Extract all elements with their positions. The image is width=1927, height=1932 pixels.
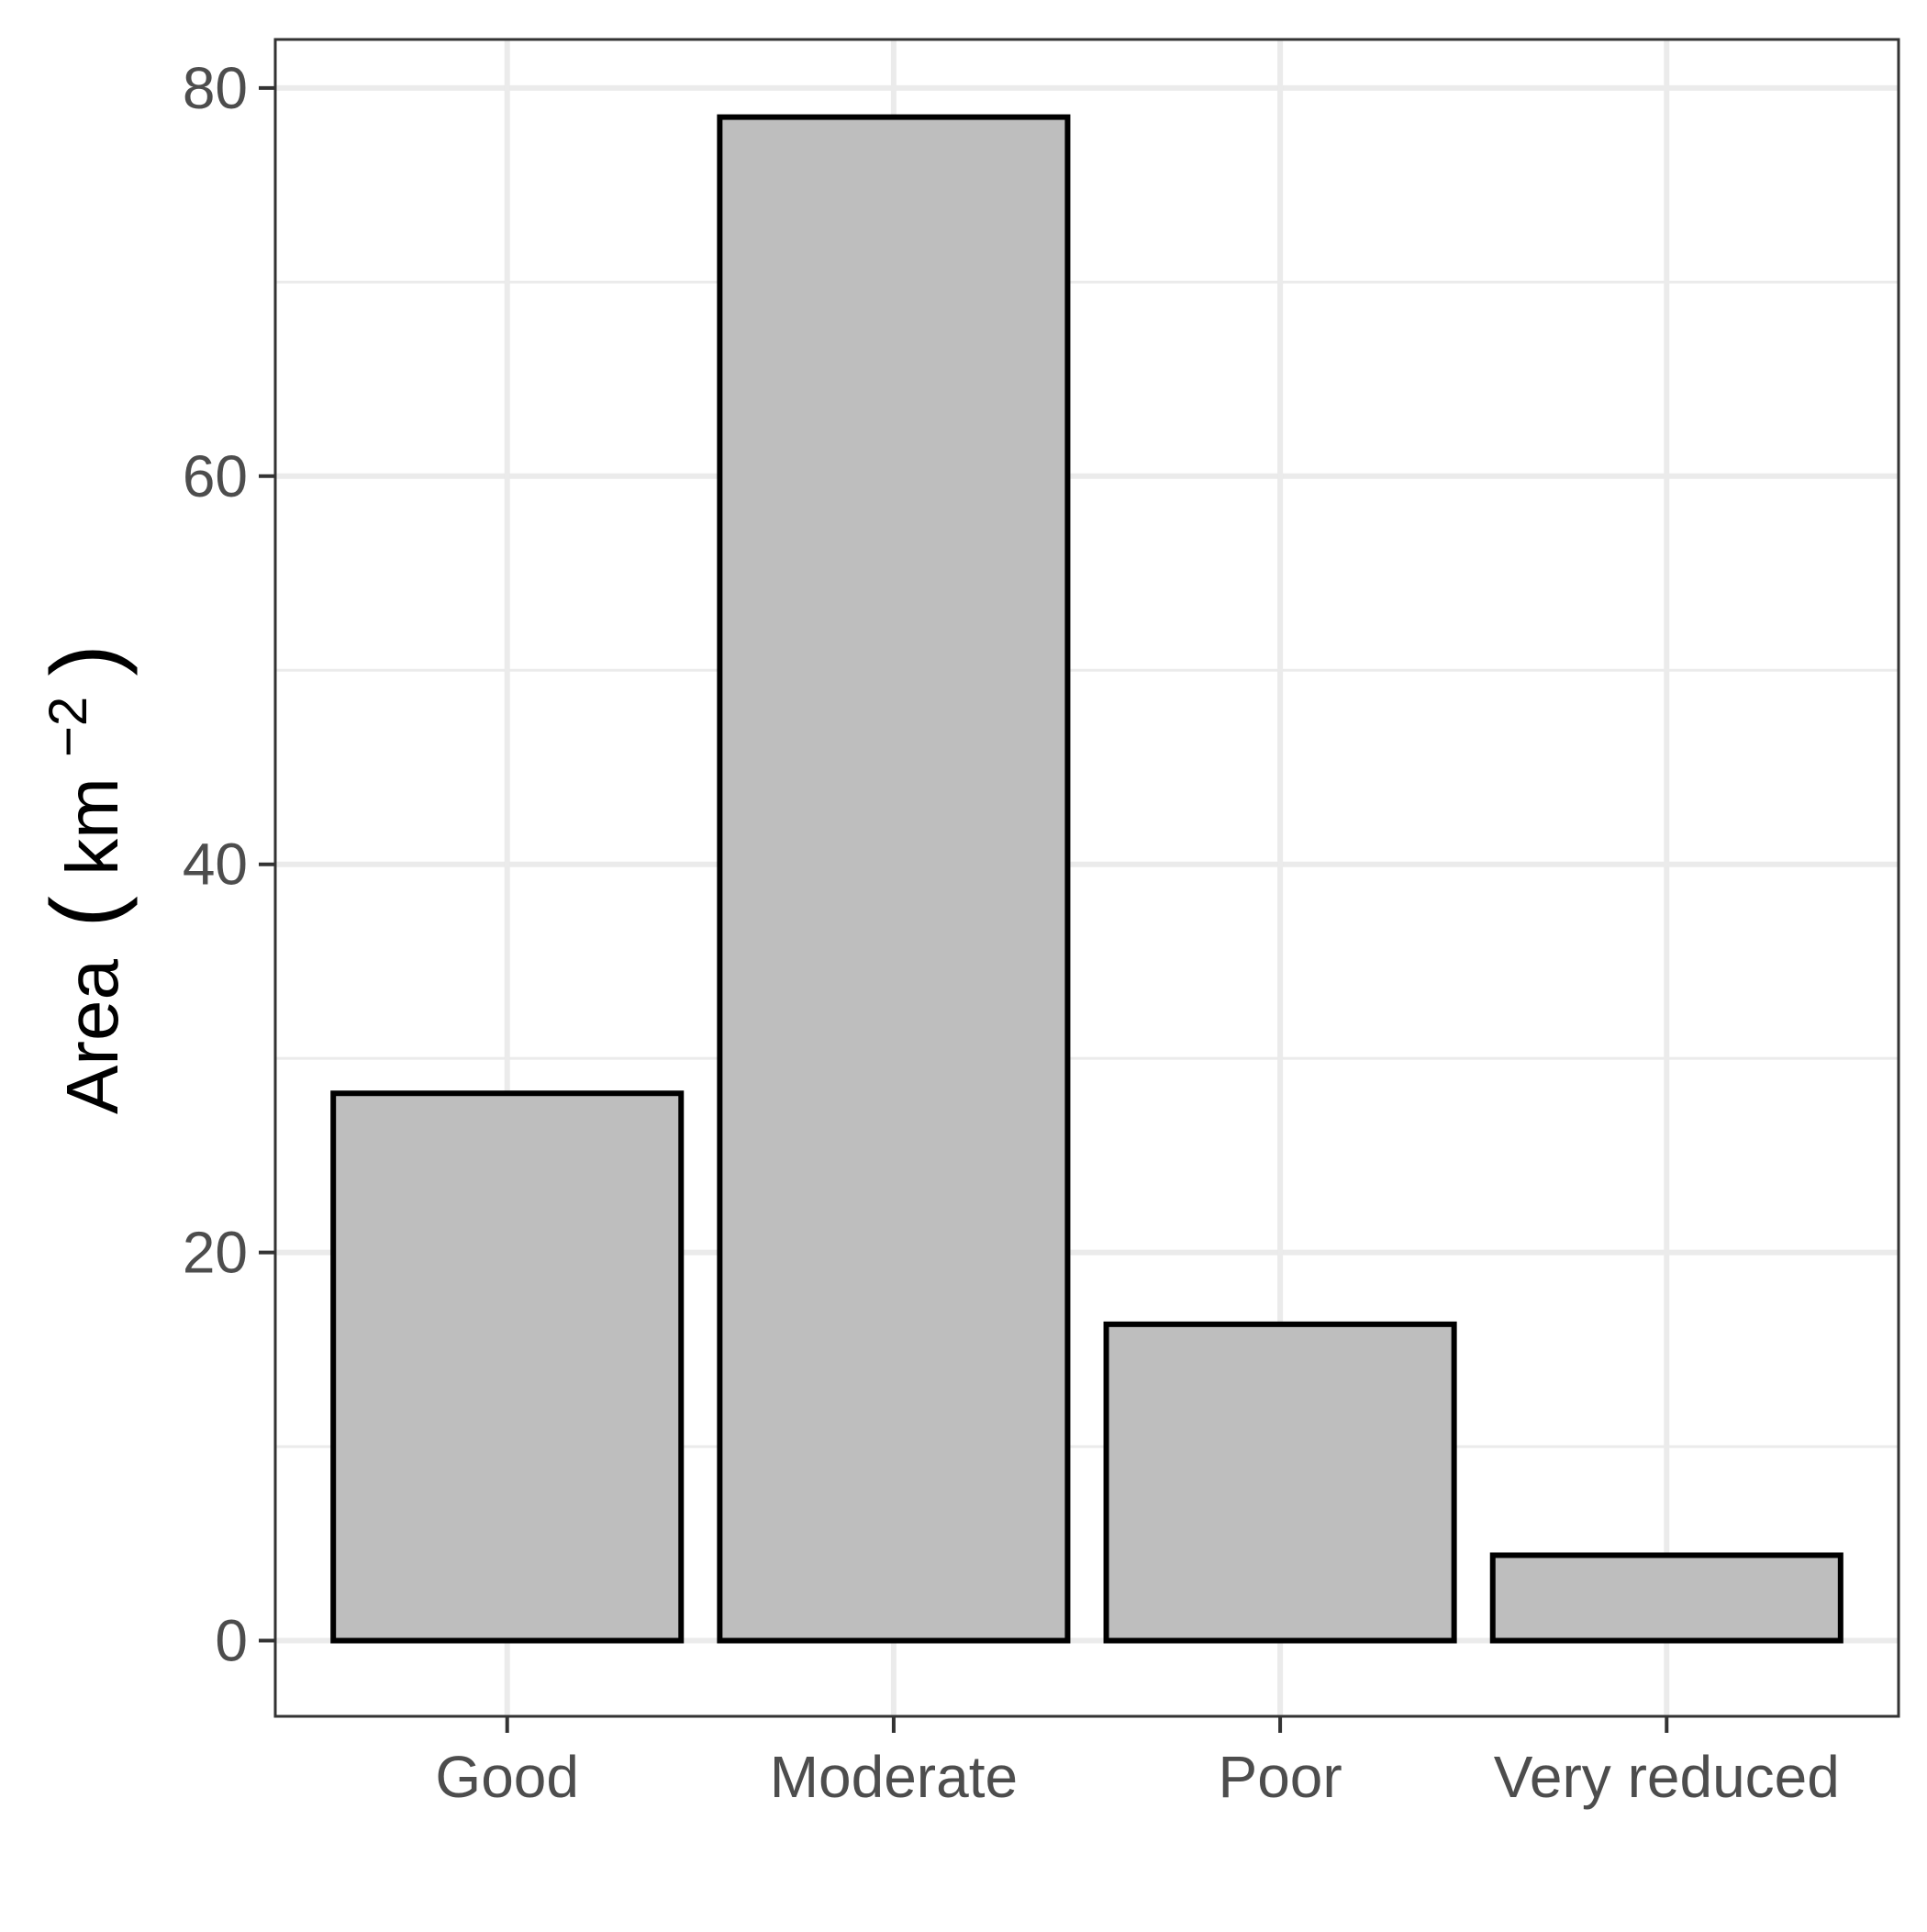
bar-moderate <box>717 114 1071 1644</box>
y-axis-title-close-paren: ) <box>32 644 139 676</box>
panel-border <box>273 38 1900 1718</box>
x-tick-label: Very reduced <box>1494 1744 1840 1810</box>
y-axis-title: Area ( km −2 ) <box>20 644 139 1114</box>
y-tick-label: 60 <box>183 443 248 509</box>
x-tick-label: Moderate <box>770 1744 1018 1810</box>
y-tick-label: 0 <box>215 1608 248 1674</box>
y-tick-label: 20 <box>183 1220 248 1286</box>
y-axis-title-base: Area <box>51 959 133 1114</box>
axis-ticks: 0 20 40 60 80 Good Moderate Poor Very reduced <box>183 55 1840 1810</box>
x-tick-label: Poor <box>1219 1744 1342 1810</box>
y-axis-title-open-paren: ( <box>32 896 139 928</box>
bar-poor <box>1103 1321 1457 1644</box>
bars <box>330 114 1843 1644</box>
y-tick-label: 80 <box>183 55 248 121</box>
bar-good <box>330 1090 685 1644</box>
y-axis-title-exponent: −2 <box>39 697 98 757</box>
bar-very-reduced <box>1489 1552 1843 1644</box>
y-tick-label: 40 <box>183 832 248 898</box>
x-tick-label: Good <box>435 1744 579 1810</box>
y-axis-title-unit: km <box>51 777 133 876</box>
